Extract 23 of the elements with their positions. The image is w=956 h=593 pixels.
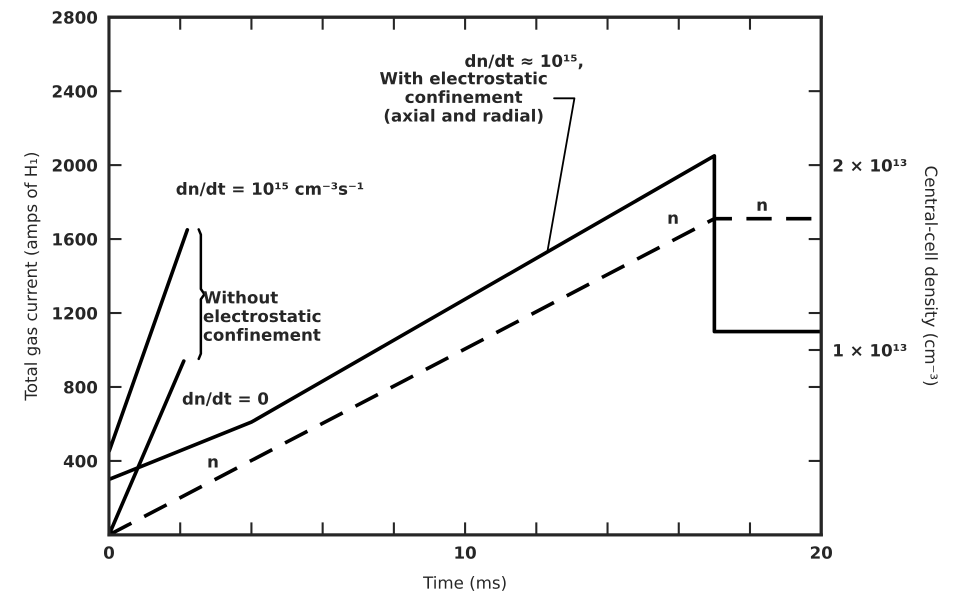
x-tick-label: 20 xyxy=(810,546,832,559)
annotation: With electrostatic confinement (axial and radial) xyxy=(380,72,547,124)
y-tick-label: 2000 xyxy=(52,159,98,172)
x-tick-label: 0 xyxy=(104,546,114,559)
annotation: Without electrostatic confinement xyxy=(203,290,320,341)
x-tick-label: 10 xyxy=(455,546,476,559)
annotation: n xyxy=(668,214,678,224)
annotation: dn/dt = 10¹⁵ cm⁻³s⁻¹ xyxy=(176,182,364,196)
annotation: dn/dt ≈ 10¹⁵, xyxy=(465,54,582,70)
y-tick-label: 1600 xyxy=(53,233,98,246)
y2-tick-label: 2 × 10¹³ xyxy=(834,159,906,172)
y-axis-title: Total gas current (amps of H₁) xyxy=(24,152,40,401)
y-tick-label: 2800 xyxy=(52,11,98,24)
y2-axis-title: Central-cell density (cm⁻³) xyxy=(922,166,938,386)
y-tick-label: 400 xyxy=(64,454,98,468)
y-tick-label: 2400 xyxy=(52,85,98,98)
y2-tick-label: 1 × 10¹³ xyxy=(834,344,906,357)
annotation: n xyxy=(208,458,218,468)
annotation: n xyxy=(758,201,767,211)
x-axis-title: Time (ms) xyxy=(423,576,506,591)
y-tick-label: 1200 xyxy=(53,306,98,320)
annotation: dn/dt = 0 xyxy=(182,392,268,406)
y-tick-label: 800 xyxy=(64,380,98,394)
